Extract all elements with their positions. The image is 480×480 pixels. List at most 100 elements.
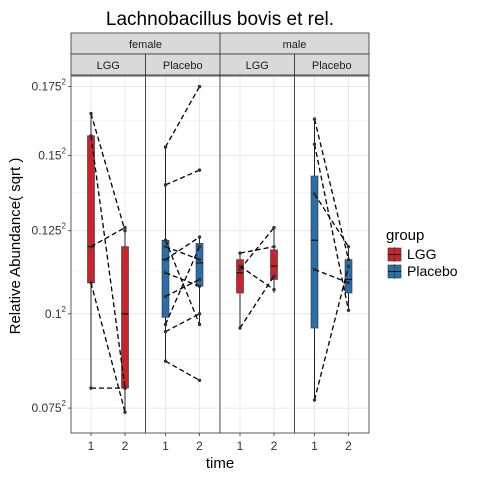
- paired-line: [165, 272, 200, 287]
- data-point: [197, 235, 202, 239]
- x-axis: 1 2 1 2 1 2 1 2: [88, 433, 352, 453]
- y-tick-label: 0.1252: [32, 222, 67, 238]
- box-Placebo-t1: [161, 239, 170, 318]
- x-tick-label: 2: [196, 439, 203, 453]
- data-point: [163, 271, 168, 275]
- paired-line: [313, 266, 350, 401]
- box-Placebo-t1: [310, 175, 319, 329]
- data-point: [89, 386, 93, 390]
- data-point: [123, 386, 127, 390]
- data-point: [163, 294, 168, 299]
- data-point: [163, 359, 168, 363]
- data-point: [272, 287, 276, 292]
- data-point: [312, 267, 317, 272]
- legend-title: group: [386, 227, 424, 244]
- chart-title: Lachnobacillus bovis et rel.: [106, 9, 334, 30]
- panel-background: [220, 76, 295, 433]
- data-point: [312, 192, 317, 196]
- panel-background: [71, 76, 146, 433]
- paired-line: [164, 246, 201, 325]
- data-point: [89, 111, 93, 116]
- y-tick-label: 0.1752: [32, 78, 67, 94]
- data-point: [163, 145, 168, 149]
- data-point: [123, 410, 127, 414]
- box-LGG-t1: [87, 135, 95, 284]
- data-point: [238, 326, 242, 330]
- strip-label-LGG: LGG: [246, 60, 269, 72]
- y-axis-title: Relative Abundance( sqrt ): [7, 158, 24, 335]
- data-point: [197, 277, 202, 282]
- data-point: [346, 308, 351, 313]
- data-point: [163, 329, 168, 334]
- paired-line: [90, 227, 126, 248]
- paired-line: [313, 144, 350, 311]
- strip-label-Placebo: Placebo: [163, 60, 203, 72]
- panel-background: [145, 76, 220, 433]
- data-point: [197, 168, 202, 172]
- strip-Placebo: [294, 53, 370, 76]
- paired-line: [164, 240, 201, 325]
- paired-line: [165, 246, 200, 261]
- paired-line: [239, 275, 275, 329]
- paired-line: [239, 246, 275, 254]
- data-point: [312, 117, 317, 121]
- box-LGG-t2: [270, 249, 278, 280]
- data-point: [197, 378, 202, 383]
- panel-male-LGG: [219, 75, 295, 434]
- data-point: [312, 398, 317, 402]
- data-point: [272, 244, 276, 249]
- paired-line: [165, 360, 200, 381]
- x-tick-label: 2: [271, 439, 278, 453]
- data-point: [346, 244, 351, 249]
- y-tick-label: 0.12: [45, 305, 67, 321]
- x-tick-label: 1: [311, 439, 318, 453]
- data-point: [89, 281, 93, 285]
- x-tick-label: 1: [237, 439, 244, 453]
- data-point: [123, 225, 127, 230]
- data-point: [163, 238, 168, 242]
- data-point: [272, 274, 276, 278]
- data-point: [163, 183, 168, 187]
- legend-label-Placebo: Placebo: [407, 263, 458, 279]
- data-point: [163, 244, 168, 249]
- y-tick-label: 0.152: [38, 147, 66, 163]
- paired-line: [90, 282, 126, 413]
- data-point: [238, 251, 242, 255]
- paired-line: [90, 113, 126, 231]
- paired-line: [239, 227, 275, 270]
- strip-label-female: female: [129, 39, 162, 51]
- paired-line: [313, 118, 350, 260]
- data-point: [346, 281, 351, 285]
- data-point: [197, 322, 202, 327]
- data-point: [197, 244, 202, 249]
- paired-line: [165, 236, 200, 261]
- strip-label-male: male: [283, 39, 307, 51]
- data-point: [197, 84, 202, 89]
- paired-line: [165, 278, 200, 298]
- data-point: [312, 142, 317, 146]
- data-point: [89, 244, 93, 249]
- paired-line: [314, 268, 349, 284]
- data-point: [238, 267, 242, 272]
- paired-line: [164, 86, 201, 148]
- legend-label-LGG: LGG: [407, 246, 437, 262]
- data-point: [123, 229, 127, 233]
- paired-line: [90, 135, 126, 389]
- x-tick-label: 2: [122, 439, 129, 453]
- data-point: [163, 257, 168, 262]
- data-point: [197, 284, 202, 288]
- data-point: [163, 322, 168, 327]
- x-tick-label: 2: [345, 439, 352, 453]
- paired-line: [165, 169, 200, 186]
- panel-female-Placebo: [145, 75, 221, 434]
- panel-background: [294, 76, 369, 433]
- data-point: [238, 264, 242, 268]
- box-LGG-t1: [236, 259, 244, 294]
- panel-male-Placebo: [294, 75, 370, 434]
- y-axis: 0.0752 0.12 0.1252 0.152 0.1752: [32, 78, 71, 415]
- data-point: [346, 264, 351, 268]
- strip-label-Placebo: Placebo: [312, 60, 352, 72]
- data-point: [89, 134, 93, 138]
